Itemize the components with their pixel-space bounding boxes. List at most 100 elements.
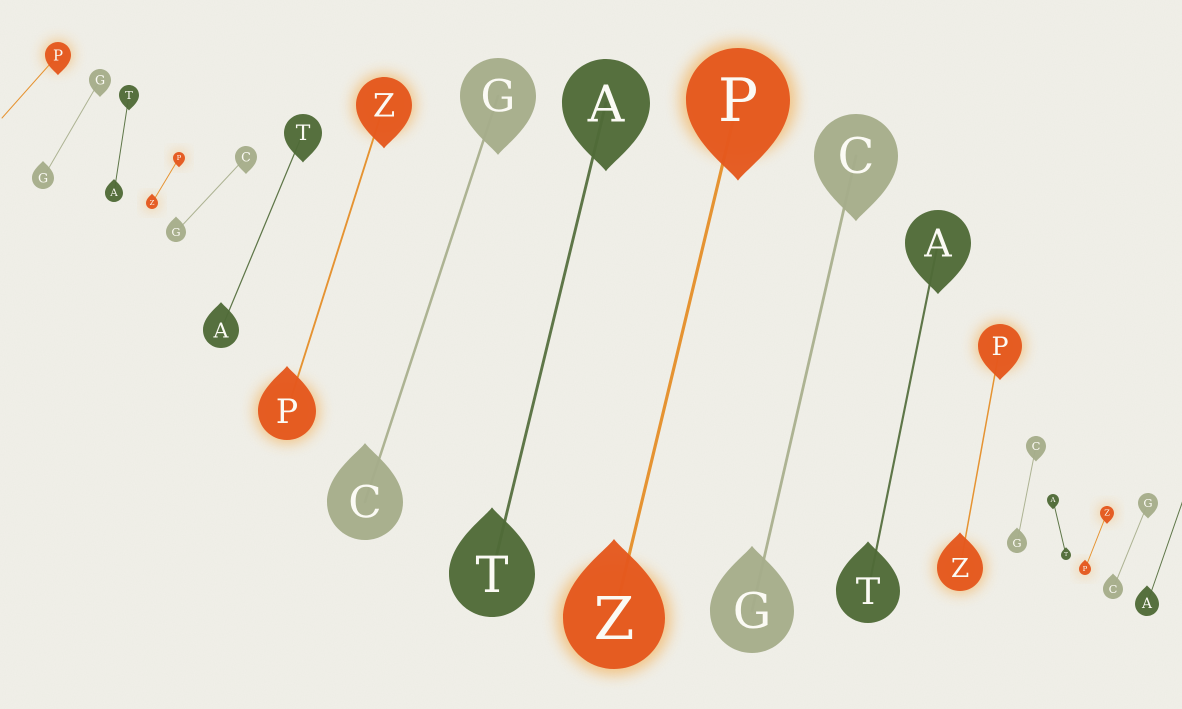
top-base-letter: A (923, 222, 952, 266)
top-nucleotide-drop (356, 77, 412, 149)
bottom-nucleotide-drop (1061, 547, 1071, 560)
bottom-base-letter: Z (951, 553, 969, 584)
base-pair-rung (286, 104, 385, 412)
base-pair: AT (1047, 494, 1071, 560)
base-pair: PZ (145, 151, 186, 210)
top-nucleotide-drop (978, 324, 1022, 381)
base-pair: ZP (254, 73, 416, 444)
base-pair: CG (166, 146, 257, 242)
base-pair-rung (363, 94, 500, 504)
bottom-nucleotide-drop (203, 302, 239, 348)
bottom-nucleotide-drop (146, 193, 158, 209)
top-base-letter: A (1050, 496, 1057, 504)
base-pair-rung (750, 154, 858, 613)
top-nucleotide-drop (45, 42, 71, 76)
base-pair-rung (113, 94, 130, 194)
top-nucleotide-drop (173, 152, 185, 168)
bottom-nucleotide-drop (563, 538, 665, 669)
base-pair: TA (203, 114, 322, 348)
bottom-base-letter: A (1141, 596, 1153, 612)
bottom-nucleotide-drop (1135, 585, 1159, 616)
base-pair-rung (959, 345, 1001, 569)
top-nucleotide-drop (814, 114, 898, 222)
top-base-letter: T (296, 121, 311, 146)
base-pair-rung (42, 79, 101, 179)
base-pair: AT (836, 210, 971, 623)
bottom-base-letter: A (213, 318, 230, 342)
top-nucleotide-drop (905, 210, 971, 295)
bottom-base-letter: C (348, 477, 381, 528)
top-base-letter: P (718, 66, 758, 136)
base-pair-rung (866, 241, 940, 593)
top-base-letter: G (95, 73, 105, 88)
bottom-base-letter: G (1012, 536, 1021, 550)
top-base-letter: T (125, 88, 133, 102)
top-nucleotide-drop (1100, 506, 1114, 524)
base-pair-rung (1146, 501, 1182, 605)
bottom-base-letter: Z (594, 585, 635, 653)
bottom-nucleotide-drop (32, 160, 54, 189)
top-base-letter: A (587, 74, 626, 133)
base-pair: ZP (1078, 505, 1115, 576)
bottom-base-letter: P (1083, 565, 1088, 573)
bottom-nucleotide-drop (1079, 559, 1091, 575)
top-base-letter: C (838, 129, 875, 185)
base-pair: TA (105, 85, 139, 202)
bottom-base-letter: T (856, 570, 881, 613)
bottom-nucleotide-drop (258, 366, 316, 440)
base-pair: GG (32, 69, 111, 189)
bottom-nucleotide-drop (710, 545, 794, 653)
top-base-letter: Z (373, 87, 395, 125)
top-nucleotide-drop (1047, 494, 1059, 510)
bottom-base-letter: C (1109, 582, 1118, 596)
bottom-base-letter: T (476, 546, 509, 604)
base-pair: P (1, 40, 73, 119)
base-pair-rung (490, 101, 608, 576)
base-pair-rung (1112, 502, 1149, 590)
bottom-nucleotide-drop (1007, 527, 1027, 553)
base-pair-rung (175, 156, 247, 233)
bottom-nucleotide-drop (836, 541, 900, 623)
top-nucleotide-drop (119, 85, 139, 111)
bottom-base-letter: A (109, 187, 118, 199)
base-pair-rung (1016, 445, 1037, 544)
bottom-base-letter: G (38, 171, 48, 186)
base-pair: A (1135, 501, 1182, 616)
base-pair-rung (612, 98, 740, 620)
bottom-nucleotide-drop (937, 532, 983, 591)
bottom-base-letter: Z (150, 199, 155, 207)
bottom-base-letter: G (171, 225, 180, 239)
bottom-nucleotide-drop (327, 443, 403, 540)
top-nucleotide-drop (89, 69, 111, 98)
base-pair: PZ (934, 321, 1025, 594)
top-nucleotide-drop (562, 59, 650, 172)
top-base-letter: C (1032, 439, 1041, 453)
top-nucleotide-drop (460, 58, 536, 155)
bottom-base-letter: T (1064, 552, 1068, 558)
base-pair: PZ (556, 41, 797, 676)
top-base-letter: G (481, 71, 516, 122)
base-pair-rung (1084, 512, 1108, 570)
top-nucleotide-drop (1026, 436, 1046, 462)
top-base-letter: P (53, 46, 63, 64)
bottom-nucleotide-drop (449, 507, 535, 617)
base-pair: CG (1007, 436, 1046, 553)
top-base-letter: G (1143, 496, 1152, 510)
base-pair-rung (151, 157, 180, 204)
bottom-nucleotide-drop (1103, 573, 1123, 599)
top-nucleotide-drop (235, 146, 257, 175)
bottom-base-letter: G (733, 584, 772, 640)
base-pair: GC (327, 58, 536, 540)
top-base-letter: P (991, 332, 1008, 361)
base-pair: CG (710, 114, 898, 653)
top-nucleotide-drop (1138, 493, 1158, 519)
top-base-letter: P (177, 154, 182, 162)
top-nucleotide-drop (686, 48, 790, 181)
bottom-nucleotide-drop (105, 179, 123, 202)
base-pair-rung (1052, 499, 1067, 556)
base-pair-rung (220, 132, 304, 331)
bottom-base-letter: P (276, 392, 298, 431)
base-pair: GC (1103, 493, 1158, 599)
